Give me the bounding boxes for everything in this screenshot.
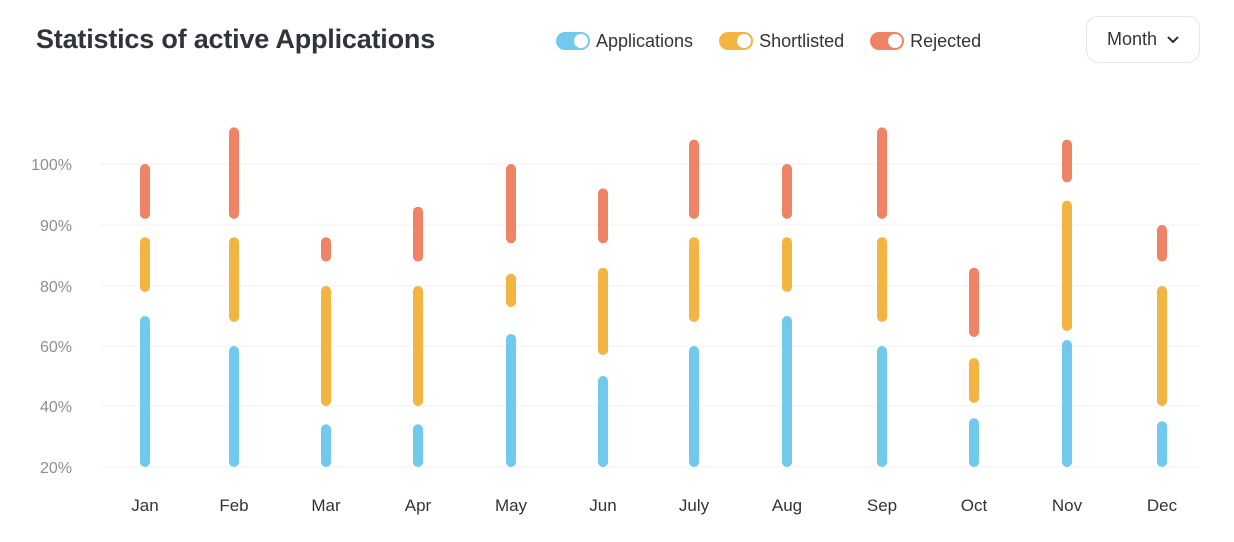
x-tick-label: Aug	[772, 496, 802, 515]
bar-shortlisted-nov[interactable]	[1062, 200, 1072, 331]
bar-shortlisted-july[interactable]	[689, 237, 699, 322]
bar-shortlisted-feb[interactable]	[229, 237, 239, 322]
x-tick-label: Jan	[131, 496, 158, 515]
x-tick-label: Mar	[311, 496, 341, 515]
y-tick-label: 80%	[40, 279, 72, 296]
x-tick-label: Jun	[589, 496, 616, 515]
legend-item-shortlisted[interactable]: Shortlisted	[719, 31, 844, 52]
bar-applications-dec[interactable]	[1157, 421, 1167, 467]
x-tick-label: Apr	[405, 496, 432, 515]
bar-shortlisted-aug[interactable]	[782, 237, 792, 292]
bar-shortlisted-dec[interactable]	[1157, 286, 1167, 406]
x-tick-label: Sep	[867, 496, 897, 515]
bar-applications-apr[interactable]	[413, 424, 423, 467]
bars	[140, 127, 1167, 467]
bar-rejected-jan[interactable]	[140, 164, 150, 219]
x-tick-label: Feb	[219, 496, 248, 515]
bar-shortlisted-may[interactable]	[506, 273, 516, 307]
bar-shortlisted-oct[interactable]	[969, 358, 979, 403]
bar-rejected-sep[interactable]	[877, 127, 887, 219]
bar-applications-jun[interactable]	[598, 376, 608, 467]
rejected-toggle[interactable]	[870, 32, 905, 50]
period-dropdown[interactable]: Month	[1086, 16, 1200, 63]
bar-rejected-may[interactable]	[506, 164, 516, 244]
legend-item-rejected[interactable]: Rejected	[870, 31, 981, 52]
legend-label: Rejected	[910, 30, 982, 51]
bar-applications-aug[interactable]	[782, 316, 792, 467]
y-tick-label: 60%	[40, 339, 72, 356]
bar-applications-feb[interactable]	[229, 346, 239, 467]
y-axis: 20% 40% 60% 80% 90% 100%	[31, 157, 72, 477]
x-tick-label: July	[679, 496, 710, 515]
x-tick-label: May	[495, 496, 528, 515]
bar-applications-sep[interactable]	[877, 346, 887, 467]
legend: Applications Shortlisted Rejected	[556, 28, 1007, 54]
bar-shortlisted-sep[interactable]	[877, 237, 887, 322]
bar-applications-nov[interactable]	[1062, 340, 1072, 467]
applications-toggle[interactable]	[556, 32, 590, 50]
bar-applications-may[interactable]	[506, 334, 516, 467]
chevron-down-icon	[1167, 36, 1179, 43]
bar-rejected-jun[interactable]	[598, 188, 608, 244]
y-tick-label: 40%	[40, 399, 72, 416]
legend-label: Shortlisted	[759, 30, 845, 51]
shortlisted-toggle[interactable]	[719, 32, 754, 50]
x-tick-label: Oct	[961, 496, 988, 515]
chart-title: Statistics of active Applications	[36, 24, 436, 54]
bar-applications-jan[interactable]	[140, 316, 150, 467]
bar-rejected-nov[interactable]	[1062, 139, 1072, 183]
legend-item-applications[interactable]: Applications	[556, 31, 693, 52]
legend-label: Applications	[596, 30, 694, 51]
bar-shortlisted-jun[interactable]	[598, 267, 608, 355]
bar-rejected-apr[interactable]	[413, 206, 423, 262]
bar-applications-july[interactable]	[689, 346, 699, 467]
y-tick-label: 100%	[31, 157, 72, 174]
bar-rejected-dec[interactable]	[1157, 225, 1167, 262]
bar-rejected-mar[interactable]	[321, 237, 331, 262]
bar-rejected-feb[interactable]	[229, 127, 239, 219]
bar-rejected-aug[interactable]	[782, 164, 792, 219]
x-tick-label: Nov	[1052, 496, 1083, 515]
x-tick-label: Dec	[1147, 496, 1178, 515]
y-tick-label: 20%	[40, 460, 72, 477]
y-tick-label: 90%	[40, 218, 72, 235]
grid-lines	[100, 163, 1200, 468]
x-axis: Jan Feb Mar Apr May Jun July Aug Sep Oct Nov Dec	[131, 496, 1177, 515]
period-dropdown-label: Month	[1106, 29, 1158, 49]
bar-shortlisted-jan[interactable]	[140, 237, 150, 292]
bar-rejected-oct[interactable]	[969, 267, 979, 337]
bar-applications-oct[interactable]	[969, 418, 979, 467]
bar-applications-mar[interactable]	[321, 424, 331, 467]
bar-rejected-july[interactable]	[689, 139, 699, 219]
bar-shortlisted-apr[interactable]	[413, 286, 423, 406]
bar-shortlisted-mar[interactable]	[321, 286, 331, 406]
